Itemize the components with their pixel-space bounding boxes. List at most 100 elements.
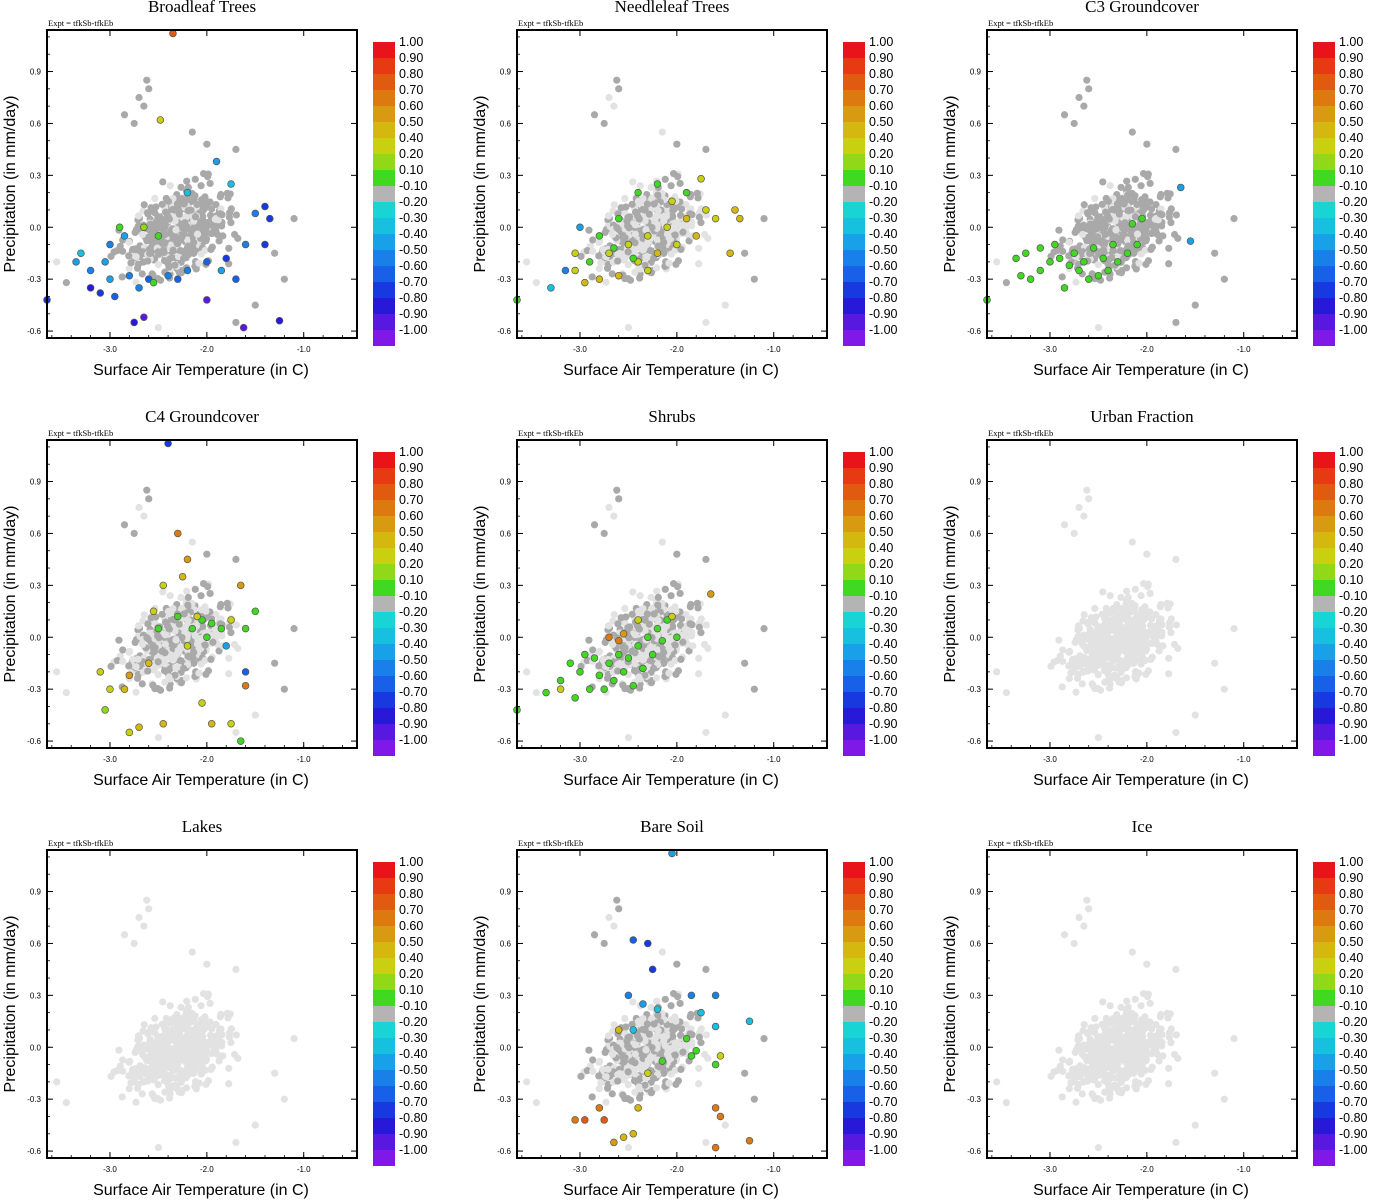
colorbar-label: 1.00	[399, 855, 423, 869]
gray-point	[195, 669, 203, 677]
gray-point	[1094, 261, 1102, 269]
gray-point	[604, 212, 613, 220]
colorbar-label: -0.60	[1339, 669, 1368, 683]
gray-point	[140, 1021, 148, 1029]
colorbar-swatch	[843, 170, 865, 186]
gray-point	[154, 658, 162, 666]
gray-point	[199, 622, 207, 630]
data-point	[731, 206, 739, 214]
gray-point	[673, 140, 681, 148]
y-tick-label: 0.9	[30, 888, 42, 897]
data-point	[634, 188, 642, 197]
colorbar-swatch	[373, 532, 395, 548]
colorbar-label: -1.00	[869, 323, 898, 337]
gray-point	[232, 145, 240, 153]
data-point	[1133, 240, 1141, 249]
data-point	[614, 636, 623, 645]
gray-point	[62, 1099, 70, 1107]
gray-point	[667, 592, 675, 600]
colorbar: 1.000.900.800.700.600.500.400.200.10-0.1…	[843, 445, 898, 756]
gray-point	[639, 246, 647, 254]
gray-point	[1122, 674, 1131, 682]
data-point	[644, 266, 652, 275]
gray-point	[1124, 242, 1132, 250]
data-point	[576, 668, 584, 676]
gray-point	[1112, 226, 1120, 234]
gray-point	[1149, 638, 1157, 646]
colorbar-label: 0.10	[869, 163, 893, 177]
scatter-points	[513, 76, 768, 332]
gray-point	[1094, 671, 1102, 679]
gray-point	[53, 1078, 61, 1086]
gray-point	[154, 222, 162, 230]
y-tick-label: -0.6	[967, 327, 981, 336]
gray-point	[208, 205, 216, 213]
colorbar-label: -0.30	[869, 211, 898, 225]
gray-point	[610, 201, 618, 209]
gray-point	[1072, 688, 1080, 696]
gray-point	[130, 119, 138, 128]
gray-point	[687, 600, 695, 609]
x-tick-label: -3.0	[573, 755, 587, 764]
gray-point	[585, 636, 593, 644]
gray-point	[1142, 670, 1150, 678]
gray-point	[166, 1075, 174, 1083]
gray-point	[634, 607, 643, 615]
colorbar-label: 1.00	[1339, 445, 1363, 459]
colorbar-label: 0.90	[399, 51, 423, 65]
gray-point	[1191, 711, 1199, 719]
gray-point	[1073, 674, 1082, 682]
gray-point	[628, 200, 636, 208]
y-tick-label: 0.0	[30, 633, 42, 642]
gray-point	[652, 674, 661, 682]
colorbar-label: -1.00	[869, 733, 898, 747]
gray-point	[595, 1085, 603, 1093]
x-tick-label: -2.0	[1140, 345, 1154, 354]
gray-point	[760, 625, 768, 633]
x-tick-label: -1.0	[767, 345, 781, 354]
gray-point	[614, 620, 622, 628]
colorbar-swatch	[373, 894, 395, 910]
y-tick-label: 0.6	[30, 939, 42, 948]
data-point	[154, 232, 163, 240]
colorbar-swatch	[1313, 282, 1335, 298]
gray-point	[206, 1031, 215, 1039]
gray-point	[193, 230, 202, 238]
gray-point	[175, 620, 183, 628]
gray-point	[145, 495, 153, 503]
gray-point	[687, 1010, 695, 1019]
gray-point	[62, 689, 70, 697]
gray-point	[154, 632, 162, 640]
data-point	[673, 633, 681, 642]
gray-point	[1074, 212, 1083, 220]
colorbar-swatch	[1313, 724, 1335, 740]
gray-point	[171, 205, 179, 214]
gray-point	[113, 246, 121, 255]
gray-point	[159, 998, 167, 1006]
gray-point	[635, 673, 643, 681]
gray-point	[1128, 128, 1136, 136]
gray-point	[166, 684, 174, 692]
gray-point	[1141, 632, 1149, 640]
colorbar-swatch	[373, 1070, 395, 1086]
gray-point	[1101, 640, 1109, 648]
gray-point	[216, 1030, 224, 1038]
gray-point	[1148, 615, 1156, 623]
gray-point	[1002, 689, 1010, 697]
gray-point	[143, 634, 151, 642]
colorbar-label: -0.20	[1339, 605, 1368, 619]
gray-point	[639, 656, 647, 664]
colorbar-label: -0.90	[869, 307, 898, 321]
gray-point	[176, 247, 185, 255]
gray-point	[642, 226, 650, 234]
gray-point	[159, 588, 167, 596]
data-point	[86, 266, 95, 275]
gray-point	[144, 210, 152, 218]
data-point	[682, 188, 691, 197]
gray-point	[130, 939, 138, 948]
data-point	[251, 209, 260, 218]
gray-point	[175, 237, 183, 245]
data-point	[207, 619, 216, 628]
gray-point	[1058, 273, 1066, 281]
gray-point	[629, 178, 637, 186]
